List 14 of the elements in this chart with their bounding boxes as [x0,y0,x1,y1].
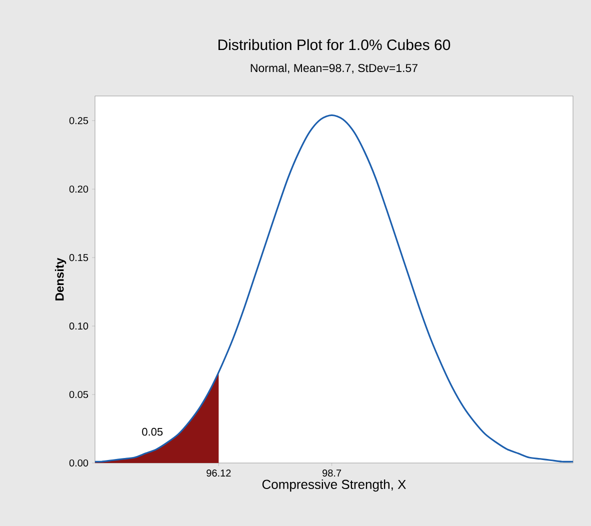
line-series [94,114,574,462]
y-tick-label: 0.25 [69,117,88,124]
y-tick-label: 0.05 [69,390,88,398]
y-tick-label: 0.10 [69,322,88,330]
x-axis-title: Compressive Strength, X [262,479,406,492]
x-tick-label: 96.12 [206,470,231,477]
annotation: 0.05 [142,428,163,436]
y-tick-label: 0.00 [69,459,88,467]
y-tick-label: 0.15 [69,254,88,262]
chart-subtitle: Normal, Mean=98.7, StDev=1.57 [250,64,418,74]
chart-title: Distribution Plot for 1.0% Cubes 60 [218,39,450,50]
y-axis-title: Density [54,258,66,300]
x-tick-label: 98.7 [322,470,342,477]
y-tick-label: 0.20 [69,186,88,193]
